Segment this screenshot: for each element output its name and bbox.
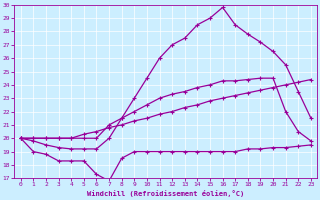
- X-axis label: Windchill (Refroidissement éolien,°C): Windchill (Refroidissement éolien,°C): [87, 190, 244, 197]
